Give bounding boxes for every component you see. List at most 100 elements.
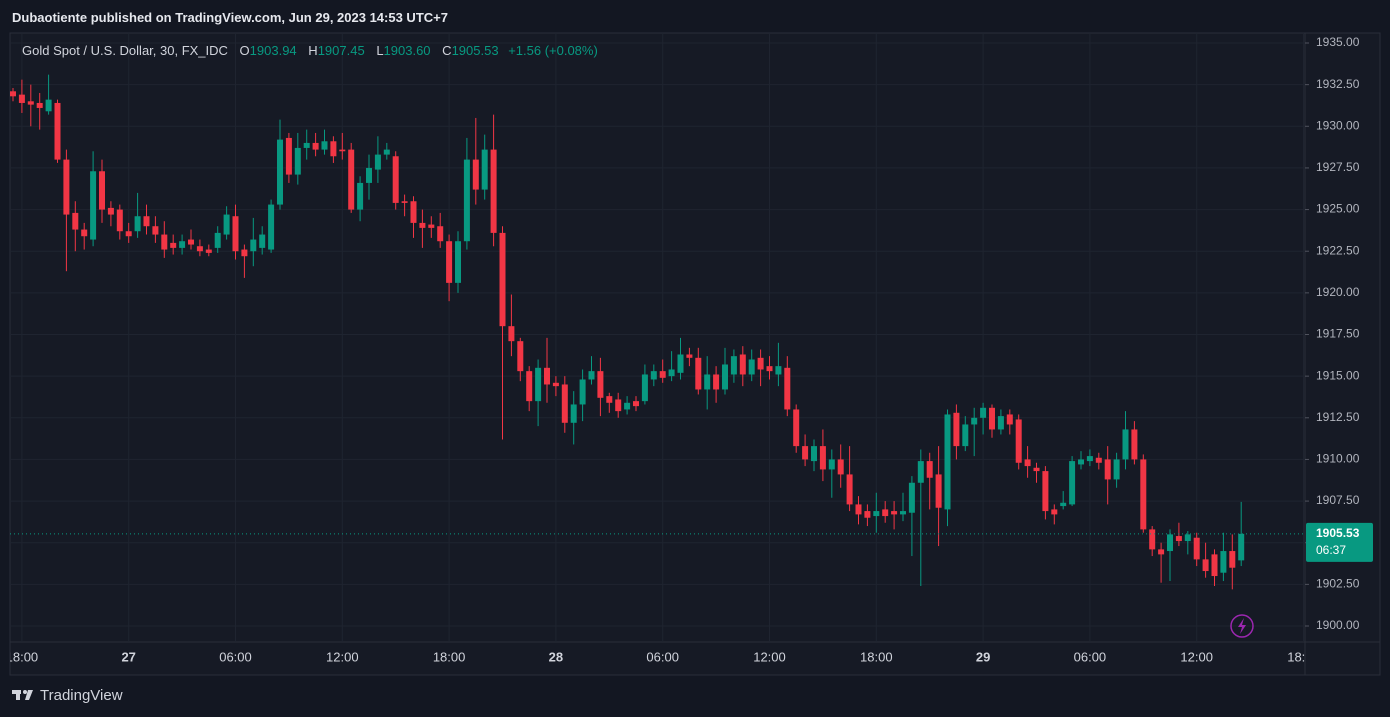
candle-body bbox=[882, 509, 889, 517]
candle-body bbox=[54, 102, 61, 160]
y-tick-label: 1910.00 bbox=[1316, 452, 1360, 466]
candle-body bbox=[348, 149, 355, 210]
candle-body bbox=[170, 242, 177, 248]
candle-body bbox=[579, 379, 586, 405]
candle-body bbox=[659, 371, 666, 378]
candle-body bbox=[383, 149, 390, 155]
candle-body bbox=[633, 401, 639, 407]
candle-body bbox=[259, 234, 266, 248]
candle-body bbox=[1078, 459, 1084, 465]
x-axis: 18:00 27 06:00 12:00 18:00 28 06:00 12:00 18:00 2… bbox=[10, 649, 1305, 664]
candle-body bbox=[277, 139, 283, 205]
candle-body bbox=[828, 459, 835, 470]
y-tick-label: 1907.50 bbox=[1316, 493, 1360, 507]
candle-body bbox=[294, 147, 301, 175]
candle-body bbox=[223, 214, 230, 235]
candle-body bbox=[1060, 502, 1067, 507]
candle-body bbox=[802, 446, 809, 460]
candle-body bbox=[437, 226, 444, 242]
candle-body bbox=[1167, 534, 1173, 552]
x-tick-label: 12:00 bbox=[753, 649, 786, 664]
candle-body bbox=[18, 94, 25, 103]
candle-body bbox=[446, 241, 453, 283]
candle-body bbox=[864, 511, 871, 518]
change: +1.56 (+0.08%) bbox=[508, 43, 598, 58]
candle-body bbox=[980, 407, 987, 418]
candle-body bbox=[526, 371, 533, 402]
candle-body bbox=[99, 171, 105, 210]
candle-body bbox=[214, 232, 221, 248]
candle-body bbox=[908, 482, 915, 513]
chart-panel bbox=[9, 32, 1381, 676]
candle-body bbox=[1069, 461, 1076, 505]
candle-body bbox=[544, 367, 550, 385]
candle-body bbox=[339, 149, 346, 152]
y-tick-label: 1922.50 bbox=[1316, 243, 1360, 257]
candle-body bbox=[205, 249, 212, 253]
candle-body bbox=[1015, 419, 1022, 463]
alert-icon[interactable] bbox=[1230, 614, 1254, 638]
candle-body bbox=[891, 511, 898, 515]
ohlc-value: 1905.53 bbox=[451, 43, 499, 58]
candle-body bbox=[606, 396, 613, 403]
candle-body bbox=[900, 511, 906, 515]
candle-body bbox=[677, 354, 684, 373]
candle-body bbox=[1131, 429, 1138, 460]
candle-body bbox=[1238, 533, 1245, 561]
candle-body bbox=[499, 232, 506, 327]
candle-body bbox=[188, 239, 194, 245]
candle-body bbox=[107, 207, 114, 215]
candle-body bbox=[285, 137, 292, 175]
candle-body bbox=[303, 142, 310, 148]
grid bbox=[10, 33, 1305, 642]
x-tick-label: 06:00 bbox=[646, 649, 679, 664]
candle-body bbox=[1033, 467, 1040, 472]
candle-body bbox=[722, 364, 728, 390]
candle-body bbox=[374, 154, 381, 170]
alert-bolt bbox=[1238, 618, 1246, 634]
candle-body bbox=[766, 366, 773, 372]
candle-body bbox=[143, 216, 150, 227]
y-tick-label: 1935.00 bbox=[1316, 35, 1360, 49]
countdown: 06:37 bbox=[1316, 543, 1346, 557]
candle-body bbox=[232, 216, 239, 252]
candle-body bbox=[1149, 529, 1156, 550]
candle-body bbox=[161, 234, 168, 250]
candle-body bbox=[917, 461, 924, 483]
candle-body bbox=[1220, 551, 1227, 573]
y-tick-label: 1927.50 bbox=[1316, 160, 1360, 174]
y-tick-label: 1930.00 bbox=[1316, 118, 1360, 132]
x-tick-label: 27 bbox=[121, 649, 135, 664]
candle-body bbox=[793, 409, 800, 447]
candle-body bbox=[570, 404, 577, 423]
candle-body bbox=[312, 142, 319, 150]
candle-body bbox=[686, 354, 693, 358]
candle-body bbox=[561, 384, 568, 423]
y-tick-label: 1900.00 bbox=[1316, 618, 1360, 632]
candle-body bbox=[455, 241, 461, 283]
brand[interactable]: TradingView bbox=[40, 687, 123, 704]
candle-body bbox=[1211, 554, 1218, 577]
candle-body bbox=[179, 241, 186, 248]
candle-body bbox=[63, 159, 70, 215]
candle-body bbox=[1042, 471, 1049, 512]
candle-body bbox=[997, 416, 1004, 430]
candle-body bbox=[366, 167, 372, 183]
legend: Gold Spot / U.S. Dollar, 30, FX_IDC O190… bbox=[22, 43, 598, 58]
candle-body bbox=[989, 407, 995, 430]
x-tick-label: 28 bbox=[549, 649, 563, 664]
candle-body bbox=[641, 374, 648, 402]
candle-body bbox=[81, 229, 88, 237]
candle-body bbox=[250, 239, 257, 252]
candle-body bbox=[45, 99, 52, 112]
candle-body bbox=[1086, 456, 1093, 462]
candle-body bbox=[90, 171, 97, 240]
y-tick-label: 1912.50 bbox=[1316, 410, 1360, 424]
candle-body bbox=[873, 511, 880, 517]
ohlc-name: C bbox=[442, 43, 452, 58]
candle-body bbox=[535, 367, 542, 402]
candle-body bbox=[757, 357, 764, 370]
candle-body bbox=[1229, 551, 1236, 568]
